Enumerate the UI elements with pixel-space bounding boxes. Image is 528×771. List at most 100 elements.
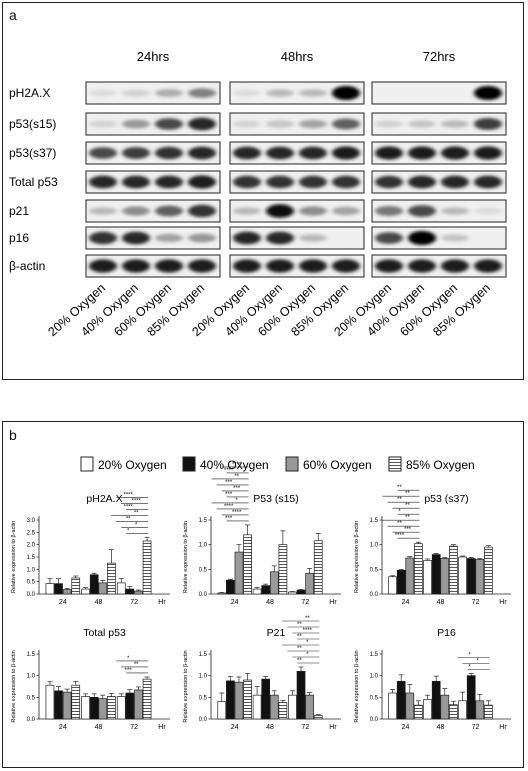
bar [288, 694, 297, 720]
blot-band [233, 120, 261, 128]
bar [475, 700, 485, 720]
significance-mark: **** [123, 504, 133, 510]
legend-swatch [388, 456, 402, 472]
bar [261, 678, 271, 720]
significance-mark: * [476, 659, 479, 665]
blot-band [155, 233, 183, 243]
hr-label: Hr [499, 599, 507, 606]
blot-strip [371, 81, 507, 105]
blot-strip [371, 170, 507, 194]
bar [125, 692, 135, 720]
bar [125, 588, 135, 595]
bar [269, 571, 279, 595]
blot-band [89, 147, 117, 159]
x-tick-label: 72 [130, 599, 138, 606]
bar [475, 559, 485, 595]
protein-label: Total p53 [9, 175, 58, 189]
bar [388, 692, 397, 720]
hr-label: Hr [329, 599, 337, 606]
y-tick-label: 3.0 [27, 518, 36, 524]
bar [458, 700, 467, 720]
blot-band [408, 120, 436, 128]
bar [423, 560, 432, 595]
blot-strip [229, 141, 365, 165]
blot-strip [229, 112, 365, 136]
blot-band [299, 234, 327, 242]
blot-strip [85, 254, 221, 278]
bar [243, 679, 252, 720]
protein-label: p53(s37) [9, 146, 56, 160]
bar [261, 585, 271, 595]
bar [89, 696, 99, 720]
bar [296, 670, 306, 720]
bar [449, 545, 458, 595]
chart-p53-s37-: p53 (s37) Relative expression to β-actin 0… [354, 485, 511, 606]
panel-a-label: a [9, 7, 17, 23]
x-tick-label: 48 [266, 599, 274, 606]
x-tick-label: 24 [59, 599, 67, 606]
legend-swatch [80, 456, 94, 472]
y-tick-label: 1.0 [27, 567, 36, 573]
blot-band [233, 146, 261, 160]
blot-band [89, 259, 117, 273]
bar [62, 589, 72, 595]
y-tick-label: 0.0 [370, 592, 379, 598]
y-tick-label: 1.0 [199, 543, 208, 549]
x-tick-label: 24 [231, 724, 239, 731]
blot-band [332, 259, 360, 273]
y-tick-label: 0.0 [27, 717, 36, 723]
blot-band [122, 231, 150, 245]
significance-mark: *** [225, 516, 233, 522]
y-tick-label: 0.5 [370, 567, 379, 573]
y-tick-label: 2.0 [27, 543, 36, 549]
bar [81, 588, 90, 595]
blot-strip [229, 226, 365, 250]
significance-mark: ** [297, 646, 302, 652]
significance-mark: * [468, 665, 471, 671]
blot-band [266, 259, 294, 273]
significance-mark: **** [224, 504, 234, 510]
legend-label: 20% Oxygen [98, 458, 167, 472]
significance-mark: ** [405, 515, 410, 521]
y-tick-label: 1.0 [199, 674, 208, 680]
blot-band [188, 233, 216, 243]
bar [226, 579, 235, 595]
significance-mark: **** [232, 510, 242, 516]
significance-mark: **** [123, 492, 133, 498]
y-tick-label: 1.5 [27, 555, 36, 561]
significance-mark: ** [405, 503, 410, 509]
blot-strip [371, 254, 507, 278]
bar [226, 680, 235, 720]
x-tick-label: 48 [95, 599, 103, 606]
bar [484, 704, 493, 720]
blot-band [188, 175, 216, 189]
blot-band [441, 234, 469, 242]
blot-band [474, 259, 502, 273]
blot-band [299, 175, 327, 189]
blot-band [188, 88, 216, 98]
significance-mark: ** [126, 516, 131, 522]
significance-mark: *** [233, 486, 241, 492]
blot-strip [371, 141, 507, 165]
blot-band [89, 120, 117, 128]
y-tick-label: 1.5 [370, 518, 379, 524]
panel-a: a 24hrs 48hrs 72hrs pH2A.X p53(s15) p53(s37) T… [2, 2, 524, 380]
protein-label: p16 [9, 231, 29, 245]
bar [252, 588, 262, 595]
bar [405, 557, 415, 595]
blot-strip [371, 199, 507, 223]
blot-band [299, 89, 327, 97]
bar [134, 689, 143, 720]
x-tick-label: 24 [59, 724, 67, 731]
blot-band [266, 204, 294, 218]
bar [396, 680, 406, 720]
bar [71, 684, 81, 720]
bar [107, 562, 116, 595]
blot-band [441, 120, 469, 128]
blot-band [233, 259, 261, 273]
blot-band [299, 206, 327, 216]
blot-band [188, 117, 216, 131]
y-tick-label: 0.0 [27, 592, 36, 598]
bar [313, 715, 323, 720]
y-axis-label: Relative expression to β-actin [183, 521, 189, 593]
